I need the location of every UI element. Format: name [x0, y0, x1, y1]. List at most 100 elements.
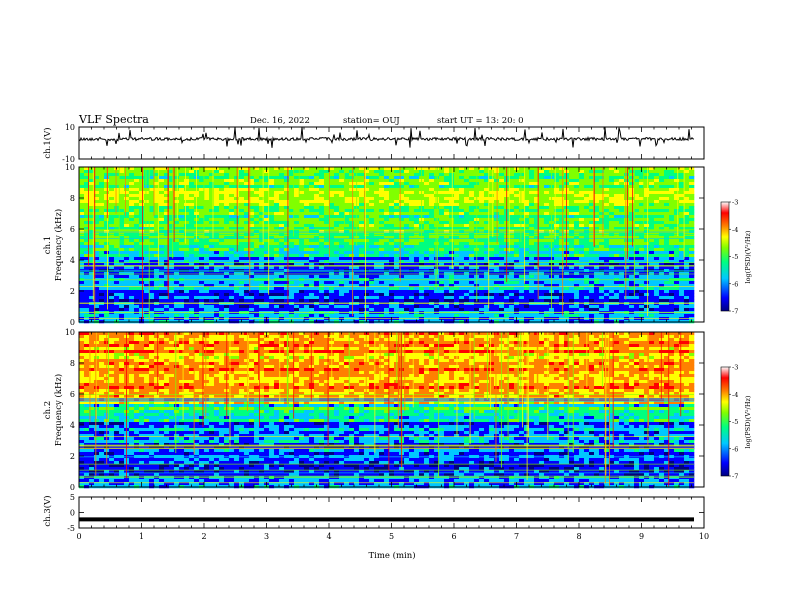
ch1-spec-cell	[649, 257, 655, 261]
ch1-spec-cell	[509, 197, 515, 201]
ch1-spec-cell	[289, 170, 295, 174]
ch1-spec-cell	[484, 281, 490, 285]
ch1-spec-cell	[339, 203, 345, 207]
ch1-spec-cell	[444, 209, 450, 213]
ch1-spec-cell	[644, 248, 650, 252]
ch1-spec-cell	[89, 185, 95, 189]
ch1-spec-cell	[414, 197, 420, 201]
ch1-spec-cell	[104, 203, 110, 207]
ch1-spec-cell	[159, 251, 165, 255]
ch1-spec-cell	[349, 248, 355, 252]
ch1-spec-cell	[244, 260, 250, 264]
ch1-spec-cell	[114, 224, 120, 228]
ch1-spec-cell	[184, 191, 190, 195]
ch1-spec-cell	[144, 245, 150, 249]
ch1-spec-cell	[479, 182, 485, 186]
ch1-spec-cell	[179, 236, 185, 240]
ch1-spec-cell	[389, 281, 395, 285]
ch1-spec-cell	[274, 185, 280, 189]
ch1-spec-cell	[389, 194, 395, 198]
ch1-spec-cell	[479, 188, 485, 192]
ch1-spec-cell	[109, 218, 115, 222]
ch1-spec-cell	[349, 260, 355, 264]
ch1-spec-cell	[529, 215, 535, 219]
ch1-spec-cell	[494, 176, 500, 180]
ch1-spec-cell	[399, 242, 405, 246]
ch1-spec-cell	[464, 242, 470, 246]
ch1-spec-cell	[399, 185, 405, 189]
ch1-spec-cell	[669, 236, 675, 240]
ch1-spec-cell	[534, 254, 540, 258]
ch1-spec-cell	[629, 167, 635, 171]
ch1-spec-cell	[184, 221, 190, 225]
ch1-spec-cell	[669, 173, 675, 177]
ch1-spec-cell	[429, 275, 435, 279]
ch1-spec-cell	[659, 275, 665, 279]
ch1-spec-cell	[214, 260, 220, 264]
ch1-spec-cell	[219, 209, 225, 213]
ch1-spec-cell	[234, 218, 240, 222]
ch1-spec-cell	[539, 224, 545, 228]
ch1-spec-cell	[349, 221, 355, 225]
ch1-spec-cell	[154, 203, 160, 207]
ch1-spec-cell	[684, 188, 690, 192]
ch1-spec-cell	[469, 173, 475, 177]
ch1-spec-cell	[144, 203, 150, 207]
ch1-spec-cell	[384, 188, 390, 192]
ch1-spec-cell	[679, 209, 685, 213]
ch1-spec-cell	[674, 230, 680, 234]
ch1-spec-cell	[204, 185, 210, 189]
ch1-spec-cell	[264, 200, 270, 204]
ch1-spec-cell	[359, 212, 365, 216]
ch1-spec-cells	[79, 167, 695, 324]
ch1-spec-cell	[104, 245, 110, 249]
ch1-spec-cell	[654, 266, 660, 270]
ch1-spec-cell	[289, 266, 295, 270]
ch1-spec-cell	[404, 209, 410, 213]
ch1-spec-cell	[344, 248, 350, 252]
ch1-spec-cell	[149, 182, 155, 186]
ch1-spec-cell	[189, 194, 195, 198]
ch1-spec-cell	[544, 221, 550, 225]
ch1-spec-cell	[254, 284, 260, 288]
ch1-spec-cell	[254, 179, 260, 183]
ch1-spec-cell	[484, 221, 490, 225]
ch1-spec-cell	[164, 203, 170, 207]
ch1-spec-cell	[179, 200, 185, 204]
ch1-spec-cell	[459, 248, 465, 252]
ch1-spec-cell	[99, 182, 105, 186]
ch1-spec-cell	[619, 239, 625, 243]
ch1-spec-cell	[134, 257, 140, 261]
ch1-spec-cell	[269, 221, 275, 225]
ch1-spec-cell	[579, 245, 585, 249]
ch1-spec-cell	[254, 206, 260, 210]
ch1-spec-cell	[284, 254, 290, 258]
ch1-spec-cell	[304, 245, 310, 249]
ch1-spec-cell	[274, 266, 280, 270]
ch1-spec-cell	[609, 251, 615, 255]
ch1-spec-cell	[389, 215, 395, 219]
ch1-spec-cell	[664, 206, 670, 210]
ch1-spec-cell	[509, 221, 515, 225]
ch1-spec-cell	[669, 194, 675, 198]
ch1-spec-cell	[414, 242, 420, 246]
ch1-spec-cell	[344, 242, 350, 246]
ch1-spec-cell	[619, 263, 625, 267]
ch1-spec-cell	[169, 227, 175, 231]
ch1-spec-cell	[624, 167, 630, 171]
ch1-spec-cell	[344, 257, 350, 261]
ch1-spec-cell	[274, 236, 280, 240]
ch1-spec-cell	[169, 236, 175, 240]
ch1-spec-cell	[619, 185, 625, 189]
ch1-spec-cell	[174, 194, 180, 198]
ch1-spec-cell	[484, 197, 490, 201]
ch1-spec-cell	[269, 248, 275, 252]
ch1-spec-cell	[184, 263, 190, 267]
ch1-spec-cell	[674, 275, 680, 279]
ch1-spec-cell	[424, 227, 430, 231]
ch1-spec-cell	[184, 179, 190, 183]
ch1-spec-cell	[124, 257, 130, 261]
ch1-spec-cell	[114, 254, 120, 258]
ch1-spec-cell	[154, 239, 160, 243]
ch1-spec-cell	[164, 281, 170, 285]
